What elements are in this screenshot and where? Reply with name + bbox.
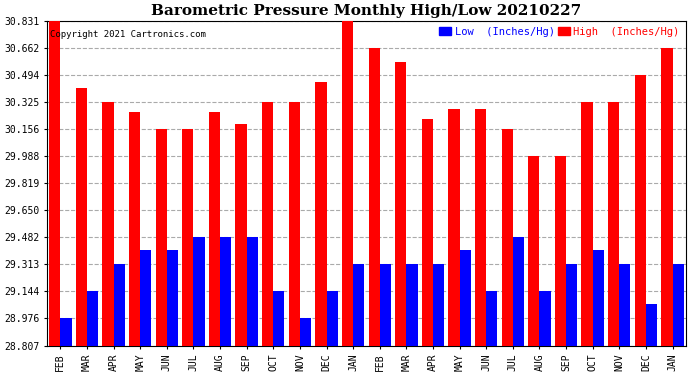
Bar	[76, 88, 87, 346]
Bar	[220, 237, 231, 346]
Bar	[513, 237, 524, 346]
Bar	[566, 264, 578, 346]
Bar	[460, 251, 471, 346]
Bar	[593, 251, 604, 346]
Bar	[235, 124, 246, 346]
Bar	[129, 112, 140, 346]
Bar	[87, 291, 98, 346]
Bar	[246, 237, 258, 346]
Bar	[608, 102, 620, 346]
Text: Copyright 2021 Cartronics.com: Copyright 2021 Cartronics.com	[50, 30, 206, 39]
Bar	[156, 129, 167, 346]
Bar	[395, 62, 406, 346]
Legend: Low  (Inches/Hg), High  (Inches/Hg): Low (Inches/Hg), High (Inches/Hg)	[438, 26, 680, 38]
Bar	[448, 109, 460, 346]
Bar	[167, 251, 178, 346]
Bar	[315, 82, 326, 346]
Bar	[502, 129, 513, 346]
Bar	[273, 291, 284, 346]
Bar	[368, 48, 380, 346]
Bar	[380, 264, 391, 346]
Bar	[326, 291, 337, 346]
Bar	[486, 291, 497, 346]
Bar	[433, 264, 444, 346]
Bar	[620, 264, 631, 346]
Bar	[635, 75, 646, 346]
Bar	[529, 156, 540, 346]
Bar	[353, 264, 364, 346]
Bar	[582, 102, 593, 346]
Title: Barometric Pressure Monthly High/Low 20210227: Barometric Pressure Monthly High/Low 202…	[151, 4, 582, 18]
Bar	[288, 102, 300, 346]
Bar	[422, 119, 433, 346]
Bar	[300, 318, 311, 346]
Bar	[114, 264, 125, 346]
Bar	[262, 102, 273, 346]
Bar	[102, 102, 114, 346]
Bar	[193, 237, 205, 346]
Bar	[140, 251, 151, 346]
Bar	[661, 48, 673, 346]
Bar	[209, 112, 220, 346]
Bar	[555, 156, 566, 346]
Bar	[673, 264, 684, 346]
Bar	[49, 21, 60, 346]
Bar	[182, 129, 193, 346]
Bar	[475, 109, 486, 346]
Bar	[60, 318, 72, 346]
Bar	[342, 21, 353, 346]
Bar	[540, 291, 551, 346]
Bar	[406, 264, 417, 346]
Bar	[646, 304, 657, 346]
